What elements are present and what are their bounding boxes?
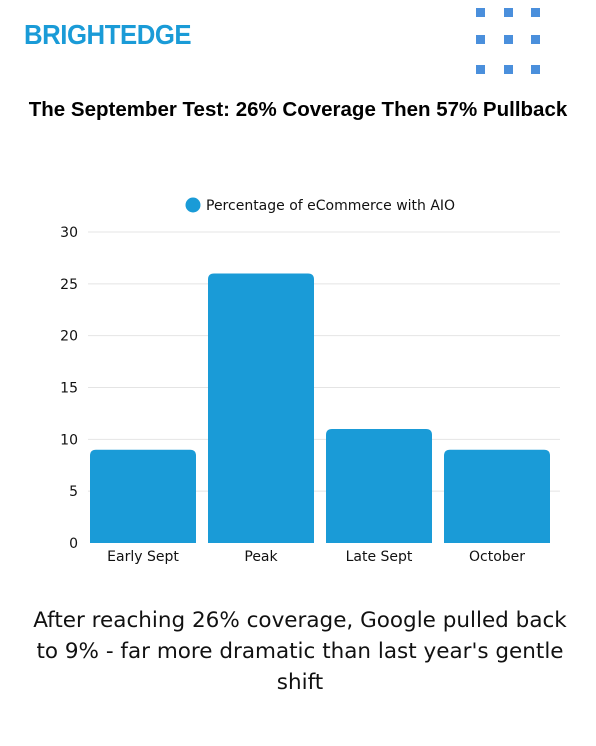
legend-label: Percentage of eCommerce with AIO [206,198,455,214]
x-tick-label: October [469,549,525,565]
y-tick-label: 10 [60,432,78,448]
decorative-dot [504,65,513,74]
x-tick-label: Peak [244,549,278,565]
x-tick-label: Late Sept [346,549,413,565]
bar-peak [208,273,314,543]
decorative-dot [476,35,485,44]
y-tick-label: 0 [69,536,78,552]
decorative-dot [476,8,485,17]
y-tick-label: 15 [60,381,78,397]
y-tick-label: 25 [60,277,78,293]
y-tick-label: 30 [60,225,78,241]
x-tick-label: Early Sept [107,549,179,565]
decorative-dot [531,65,540,74]
bar-late-sept [326,428,432,543]
bar-chart: 0 5 10 15 20 25 30 Early Sept Peak Late Sept Octob… [60,197,560,565]
chart-caption: After reaching 26% coverage, Google pull… [33,608,567,695]
bar-early-sept [90,449,196,543]
y-tick-label: 5 [69,484,78,500]
y-tick-label: 20 [60,329,78,345]
decorative-dot [504,35,513,44]
decorative-dot [531,8,540,17]
decorative-dot [531,35,540,44]
dot-grid-decoration [471,3,551,83]
bar-october [444,449,550,543]
legend-marker [185,197,201,213]
page-title: The September Test: 26% Coverage Then 57… [28,98,568,121]
decorative-dot [504,8,513,17]
decorative-dot [476,65,485,74]
brightedge-logo: BRIGHTEDGE [24,19,192,50]
